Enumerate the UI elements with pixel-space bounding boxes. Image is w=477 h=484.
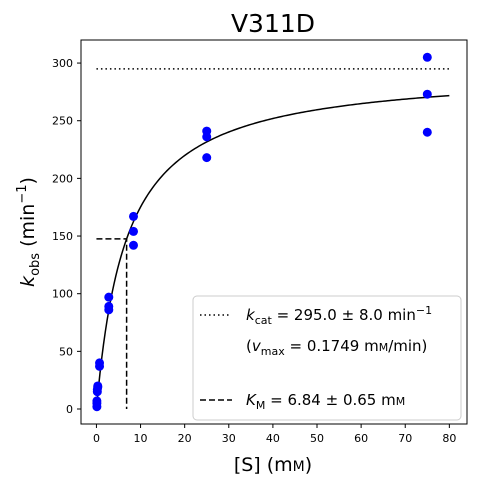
legend-vmax-label: (vmax = 0.1749 mM/min) [246,337,427,358]
data-point [128,211,138,221]
x-tick-label: 10 [134,432,148,445]
x-tick-label: 50 [310,432,324,445]
x-axis: 0 10 20 30 40 50 60 70 80 [93,424,456,445]
y-tick-label: 50 [59,345,73,358]
data-point [422,127,432,137]
y-tick-label: 200 [52,172,73,185]
legend: kcat = 295.0 ± 8.0 min−1 (vmax = 0.1749 … [192,295,462,421]
data-point [128,226,138,236]
data-point [202,153,212,163]
data-point [95,358,105,368]
legend-km-label: KM = 6.84 ± 0.65 mM [246,391,405,412]
fit-curve [95,94,450,410]
x-tick-label: 70 [398,432,412,445]
legend-box [192,295,462,421]
data-point [202,126,212,136]
y-axis-title: kobs (min−1) [15,177,43,287]
data-point [93,381,103,391]
x-tick-label: 0 [93,432,100,445]
legend-kcat-label: kcat = 295.0 ± 8.0 min−1 [246,304,432,327]
x-axis-title: [S] (mM) [234,454,312,476]
data-point [128,240,138,250]
data-point [92,396,102,406]
x-tick-label: 40 [266,432,280,445]
data-point [104,301,114,311]
plot-frame [80,39,468,425]
x-tick-label: 30 [222,432,236,445]
y-tick-label: 250 [52,115,73,128]
y-tick-label: 300 [52,57,73,70]
y-axis: 0 50 100 150 200 250 300 [52,57,81,416]
data-point [422,89,432,99]
chart-title: V311D [231,9,315,38]
plot-area [92,52,450,412]
x-tick-label: 20 [178,432,192,445]
data-point [422,52,432,62]
x-tick-label: 60 [354,432,368,445]
y-tick-label: 150 [52,230,73,243]
y-tick-label: 0 [66,403,73,416]
y-tick-label: 100 [52,288,73,301]
data-point [104,292,114,302]
x-tick-label: 80 [442,432,456,445]
